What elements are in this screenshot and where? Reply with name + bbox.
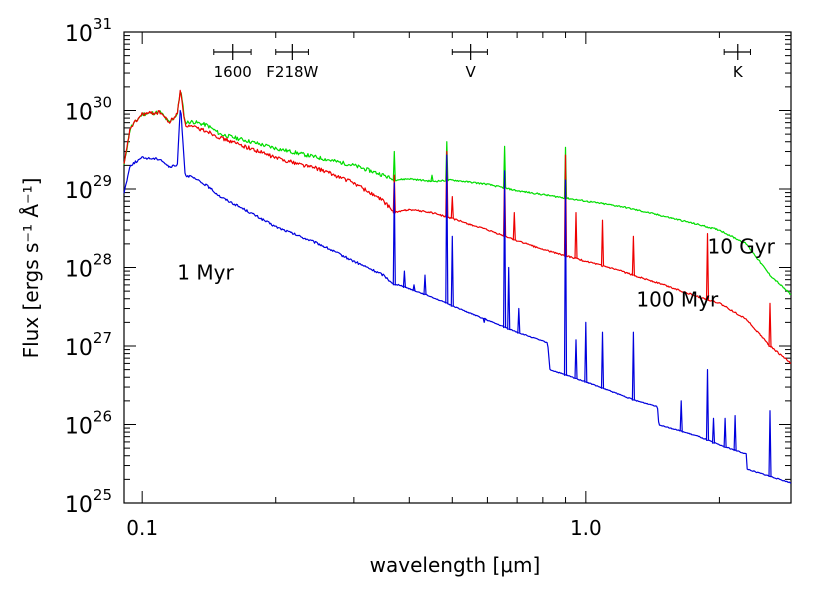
filter-band-label: 1600 (214, 63, 252, 81)
text-labels: 10 Gyr 100 Myr 1 Myr (177, 235, 775, 312)
x-axis-label: wavelength [μm] (370, 553, 541, 577)
y-tick-label: 1031 (65, 15, 112, 47)
y-tick-label: 1030 (65, 94, 112, 126)
y-tick-label: 1028 (65, 251, 112, 283)
axis-ticks: 0.1 1.0 1025 1026 1027 1028 1029 1030 1031 (65, 15, 791, 540)
series-label: 10 Gyr (707, 235, 775, 259)
y-tick-label: 1026 (65, 408, 112, 440)
filter-band-label: V (466, 63, 477, 81)
y-axis-label: Flux [ergs s⁻¹ Å⁻¹] (19, 178, 43, 359)
series-layer (123, 89, 792, 484)
y-tick-label: 1025 (65, 486, 112, 518)
series-label: 100 Myr (636, 287, 719, 311)
series-line-10-gyr (123, 91, 792, 295)
y-tick-label: 1029 (65, 172, 112, 204)
x-tick-label: 1.0 (570, 516, 602, 540)
series-line-100-myr (123, 89, 792, 364)
filter-band-label: K (733, 63, 744, 81)
x-tick-label: 0.1 (126, 516, 158, 540)
series-line-1-myr (123, 109, 792, 484)
filter-band-label: F218W (266, 63, 318, 81)
filter-bands: 1600 F218W V K (213, 44, 751, 81)
series-label: 1 Myr (177, 261, 234, 285)
y-tick-label: 1027 (65, 329, 112, 361)
